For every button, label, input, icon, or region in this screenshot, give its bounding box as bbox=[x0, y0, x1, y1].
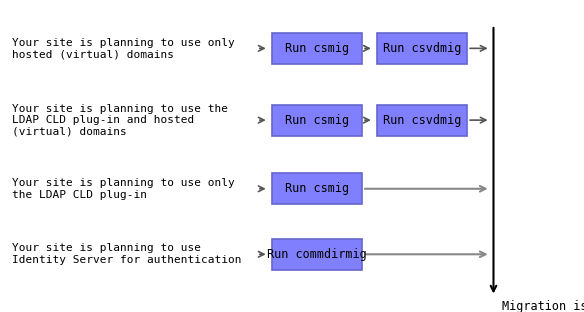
Text: Your site is planning to use only
hosted (virtual) domains: Your site is planning to use only hosted… bbox=[12, 37, 234, 59]
Text: Your site is planning to use
Identity Server for authentication: Your site is planning to use Identity Se… bbox=[12, 243, 241, 265]
FancyBboxPatch shape bbox=[377, 33, 467, 64]
Text: Run csvdmig: Run csvdmig bbox=[383, 42, 461, 55]
Text: Migration is finished: Migration is finished bbox=[502, 300, 584, 312]
Text: Run commdirmig: Run commdirmig bbox=[267, 248, 367, 261]
Text: Run csmig: Run csmig bbox=[285, 42, 349, 55]
FancyBboxPatch shape bbox=[272, 173, 362, 204]
FancyBboxPatch shape bbox=[272, 105, 362, 136]
Text: Your site is planning to use only
the LDAP CLD plug-in: Your site is planning to use only the LD… bbox=[12, 178, 234, 200]
Text: Run csmig: Run csmig bbox=[285, 182, 349, 195]
Text: Run csmig: Run csmig bbox=[285, 114, 349, 127]
FancyBboxPatch shape bbox=[272, 239, 362, 270]
FancyBboxPatch shape bbox=[272, 33, 362, 64]
Text: Run csvdmig: Run csvdmig bbox=[383, 114, 461, 127]
Text: Your site is planning to use the
LDAP CLD plug-in and hosted
(virtual) domains: Your site is planning to use the LDAP CL… bbox=[12, 104, 228, 137]
FancyBboxPatch shape bbox=[377, 105, 467, 136]
